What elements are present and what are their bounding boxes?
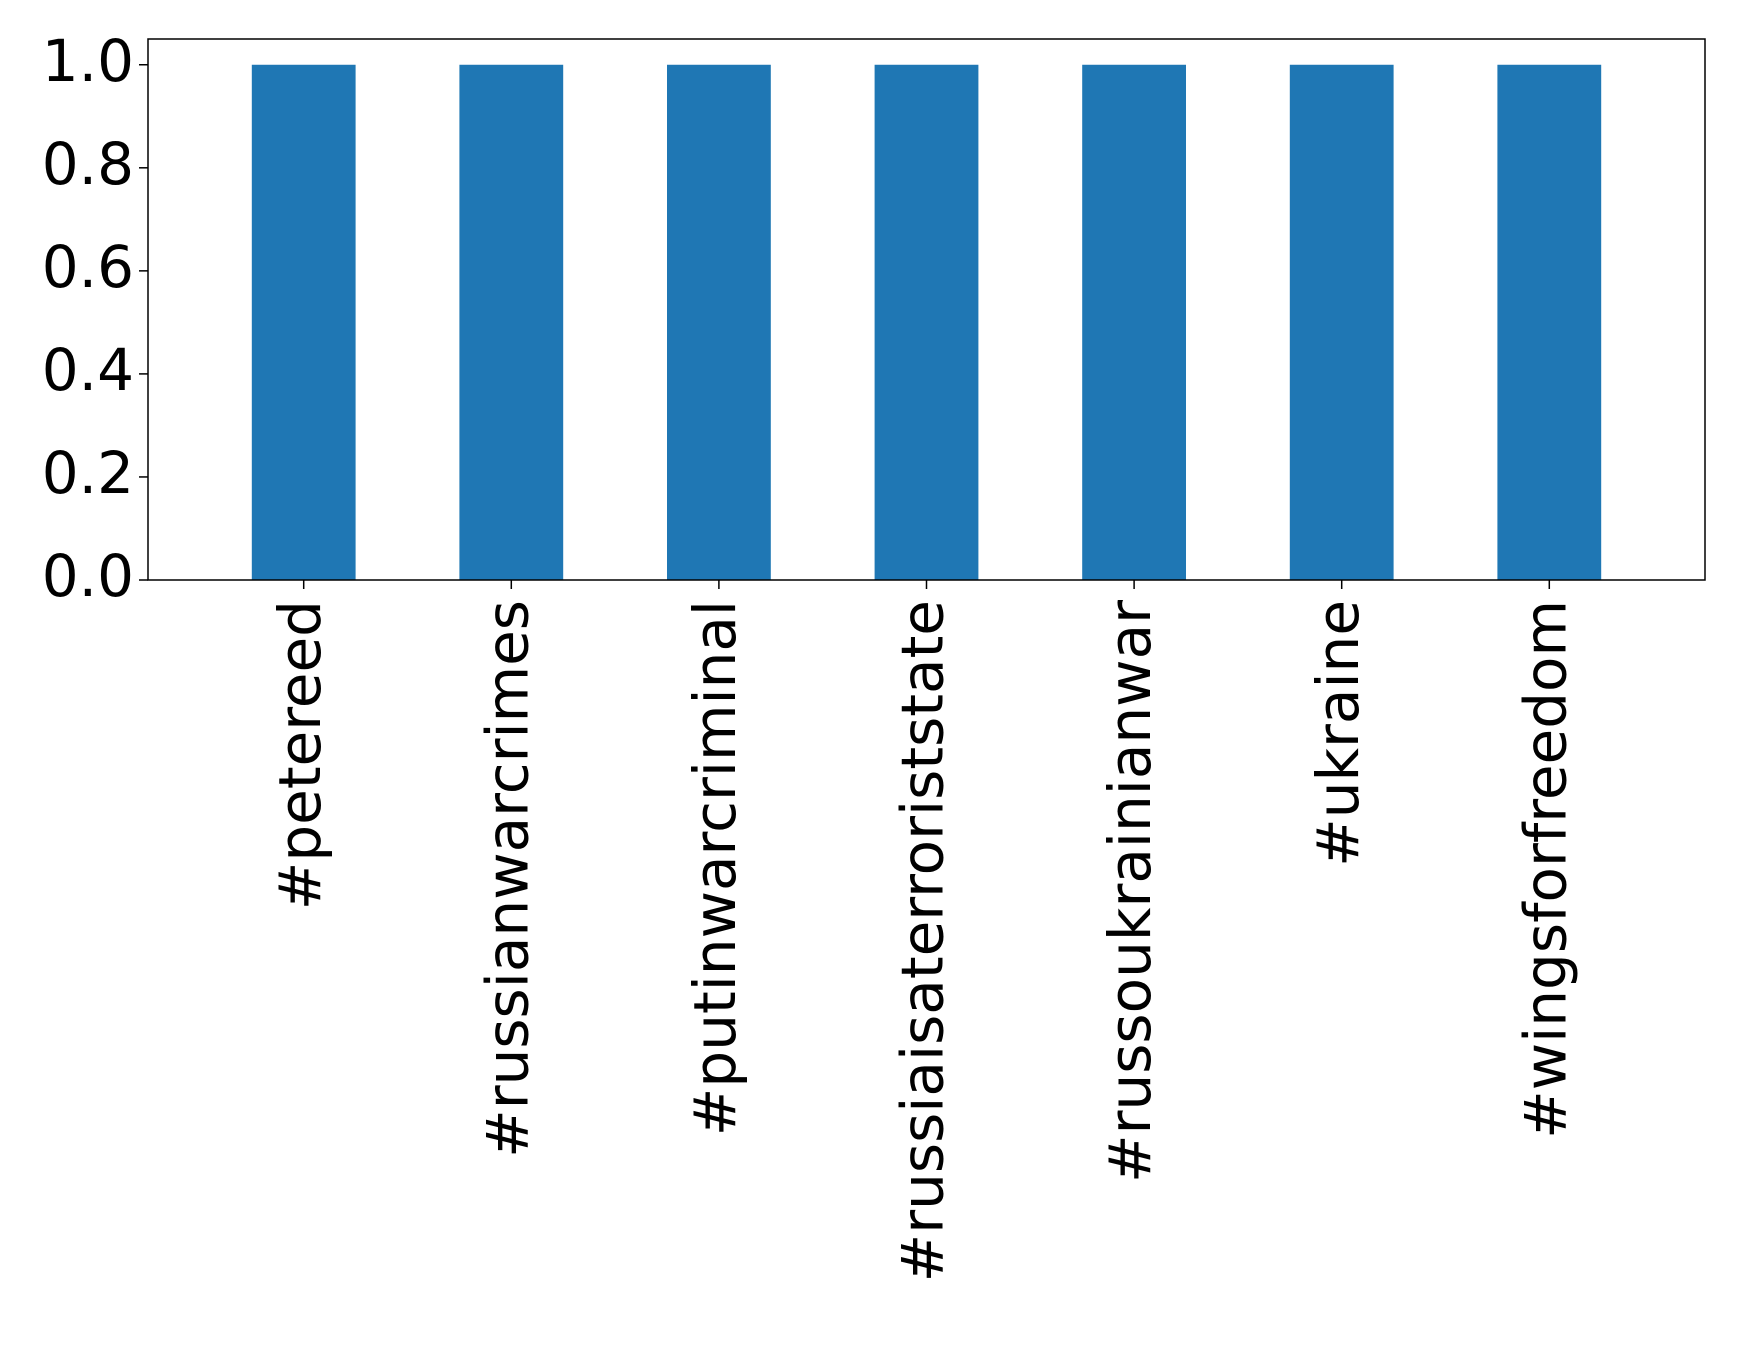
y-tick-label: 1.0 [42, 27, 134, 95]
y-tick-label: 0.4 [42, 336, 134, 404]
bars-group [251, 64, 1602, 580]
x-tick-label: #russiaisaterroriststate [889, 600, 957, 1282]
bar [251, 64, 356, 580]
y-axis: 0.0 0.2 0.4 0.6 0.8 1.0 [42, 27, 148, 610]
x-tick-label: #russianwarcrimes [473, 600, 541, 1158]
y-tick-label: 0.8 [42, 130, 134, 198]
bar [459, 64, 564, 580]
x-axis: #petereed #russianwarcrimes #putinwarcrimi… [266, 580, 1579, 1282]
bar [667, 64, 771, 580]
bar [1082, 64, 1186, 580]
plot-frame [147, 38, 1706, 581]
x-tick-label: #ukraine [1304, 600, 1372, 867]
x-tick-label: #russoukrainianwar [1096, 600, 1164, 1183]
bar [874, 64, 979, 580]
y-tick-label: 0.0 [42, 542, 134, 610]
x-tick-label: #putinwarcriminal [681, 600, 749, 1136]
y-tick-label: 0.2 [42, 439, 134, 507]
x-tick-label: #petereed [266, 600, 334, 910]
bar [1289, 64, 1394, 580]
y-tick-label: 0.6 [42, 233, 134, 301]
x-tick-label: #wingsforfreedom [1511, 600, 1579, 1139]
bar [1497, 64, 1602, 580]
